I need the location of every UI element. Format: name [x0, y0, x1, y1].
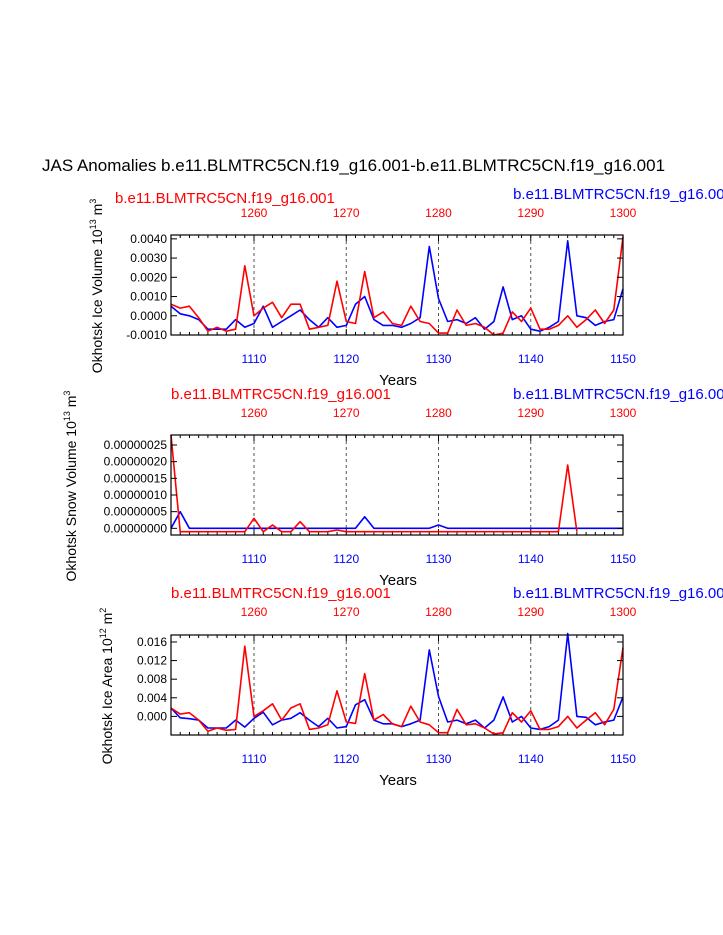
- x-top-tick-label: 1270: [333, 605, 360, 619]
- x-axis-label: Years: [379, 372, 417, 389]
- x-axis-label: Years: [379, 572, 417, 589]
- x-tick-label: 1110: [242, 552, 267, 566]
- y-axis-label-text: Okhotsk Ice Area 10: [99, 638, 115, 764]
- x-top-tick-label: 1260: [241, 605, 268, 619]
- x-top-tick-label: 1280: [425, 605, 452, 619]
- y-axis-label-unit-exponent: 3: [88, 199, 98, 204]
- y-tick-label: 0.00000015: [104, 471, 168, 485]
- x-top-tick-label: 1300: [610, 406, 637, 420]
- y-axis-label-unit: m: [99, 613, 115, 629]
- y-tick-label: 0.00000020: [104, 455, 168, 469]
- series-title-right: b.e11.BLMTRC5CN.f19_g16.001: [513, 386, 723, 403]
- series-line-red: [170, 236, 624, 336]
- y-axis-label-unit: m: [89, 204, 105, 220]
- panels: -0.0010 0.0000 0.0010 0.0020 0.0030 0.0040 111…: [62, 186, 723, 789]
- x-tick-label: 1120: [333, 552, 359, 566]
- x-top-tick-label: 1290: [517, 406, 544, 420]
- y-axis-label: Okhotsk Ice Area 1012 m2: [98, 608, 115, 765]
- y-axis-label-exponent: 13: [62, 411, 72, 421]
- y-axis-label-text: Okhotsk Ice Volume 10: [89, 229, 105, 373]
- y-tick-label: 0.00000025: [104, 438, 168, 452]
- chart-panel-3: 0.000 0.004 0.008 0.012 0.016 1110 1120 1130 114…: [98, 585, 723, 789]
- y-axis-label-text: Okhotsk Snow Volume 10: [63, 421, 79, 582]
- y-tick-label: 0.0000: [130, 309, 167, 323]
- y-axis-label-exponent: 12: [98, 628, 108, 638]
- series-title-right: b.e11.BLMTRC5CN.f19_g16.001: [513, 186, 723, 203]
- chart-panel-1: -0.0010 0.0000 0.0010 0.0020 0.0030 0.0040 111…: [88, 186, 723, 389]
- x-tick-label: 1130: [426, 552, 452, 566]
- y-tick-label: 0.0030: [130, 251, 167, 265]
- y-tick-label: 0.0010: [130, 290, 167, 304]
- x-tick-label: 1150: [610, 552, 636, 566]
- series-title-left: b.e11.BLMTRC5CN.f19_g16.001: [171, 386, 391, 403]
- x-tick-label: 1110: [242, 752, 267, 766]
- series-line-blue: [170, 632, 624, 731]
- y-tick-label: 0.00000005: [104, 505, 168, 519]
- x-axis-label: Years: [379, 772, 417, 789]
- x-tick-label: 1140: [518, 552, 544, 566]
- x-tick-label: 1150: [610, 752, 636, 766]
- x-tick-label: 1140: [518, 752, 544, 766]
- y-tick-label: 0.00000000: [104, 521, 168, 535]
- y-tick-label: 0.0040: [130, 232, 167, 246]
- x-tick-label: 1120: [333, 352, 359, 366]
- series-title-left: b.e11.BLMTRC5CN.f19_g16.001: [171, 585, 391, 602]
- y-tick-label: 0.00000010: [104, 488, 168, 502]
- x-top-tick-label: 1300: [610, 605, 637, 619]
- x-tick-label: 1130: [426, 752, 452, 766]
- y-tick-label: -0.0010: [126, 328, 167, 342]
- y-tick-label: 0.008: [137, 672, 167, 686]
- y-tick-label: 0.000: [137, 709, 167, 723]
- series-line-red: [170, 434, 578, 533]
- x-top-tick-label: 1280: [425, 206, 452, 220]
- x-tick-label: 1140: [518, 352, 544, 366]
- figure-title: JAS Anomalies b.e11.BLMTRC5CN.f19_g16.00…: [42, 156, 665, 175]
- plot-frame: [170, 634, 624, 736]
- plot-frame: [170, 434, 624, 536]
- y-tick-label: 0.012: [137, 654, 167, 668]
- y-axis-label-unit-exponent: 2: [98, 608, 108, 613]
- y-axis-label-unit-exponent: 3: [62, 391, 72, 396]
- y-axis-label-exponent: 13: [88, 219, 98, 229]
- x-top-tick-label: 1270: [333, 206, 360, 220]
- x-top-tick-label: 1260: [241, 206, 268, 220]
- x-top-tick-label: 1290: [517, 605, 544, 619]
- y-axis-label-unit: m: [63, 396, 79, 412]
- series-title-left: b.e11.BLMTRC5CN.f19_g16.001: [115, 190, 335, 207]
- y-tick-label: 0.0020: [130, 270, 167, 284]
- x-tick-label: 1130: [426, 352, 452, 366]
- x-top-tick-label: 1270: [333, 406, 360, 420]
- series-title-right: b.e11.BLMTRC5CN.f19_g16.001: [513, 585, 723, 602]
- series-line-red: [170, 645, 624, 735]
- x-tick-label: 1110: [242, 352, 267, 366]
- chart-panel-2: 0.00000000 0.00000005 0.00000010 0.00000015…: [62, 386, 723, 589]
- x-top-tick-label: 1290: [517, 206, 544, 220]
- x-tick-label: 1150: [610, 352, 636, 366]
- y-tick-label: 0.004: [137, 691, 167, 705]
- y-axis-label: Okhotsk Ice Volume 1013 m3: [88, 199, 105, 374]
- series-line-blue: [170, 510, 623, 530]
- y-axis-label: Okhotsk Snow Volume 1013 m3: [62, 391, 79, 582]
- plot-frame: [170, 234, 624, 336]
- y-tick-label: 0.016: [137, 635, 167, 649]
- x-top-tick-label: 1260: [241, 406, 268, 420]
- x-top-tick-label: 1300: [610, 206, 637, 220]
- x-top-tick-label: 1280: [425, 406, 452, 420]
- x-tick-label: 1120: [333, 752, 359, 766]
- series-line-blue: [170, 240, 624, 333]
